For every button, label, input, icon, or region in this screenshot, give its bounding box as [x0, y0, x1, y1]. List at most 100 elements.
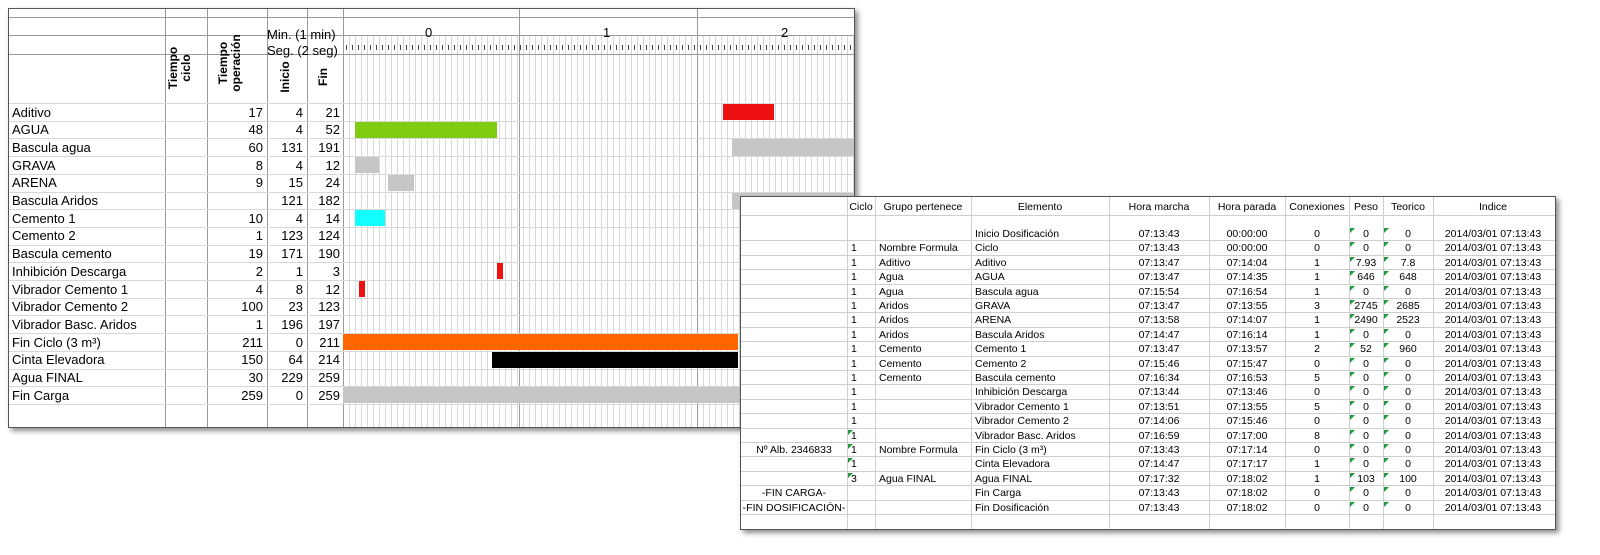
log-cell-indice: 2014/03/01 07:13:43	[1444, 372, 1542, 384]
grid-vline	[421, 35, 422, 427]
log-cell-teorico: 0	[1405, 372, 1411, 384]
row-hline	[9, 403, 854, 405]
log-cell-parada: 00:00:00	[1226, 228, 1268, 240]
second-tick	[772, 45, 773, 50]
row-hline	[9, 244, 854, 246]
gantt-spreadsheet[interactable]: Min. (1 min) Seg. (2 seg) 0 1 2 Tiempo c…	[8, 8, 855, 428]
log-cell-marcha: 07:13:43	[1138, 487, 1180, 500]
header-fin: Fin	[316, 68, 330, 86]
second-tick	[826, 45, 827, 50]
row-fin: 123	[318, 299, 340, 315]
grid-vline	[409, 35, 410, 427]
log-cell-peso: 2490	[1354, 314, 1378, 327]
second-tick	[706, 45, 707, 50]
log-cell-marcha: 07:16:34	[1138, 372, 1180, 384]
log-cell-ciclo: 1	[851, 343, 857, 356]
header-tiempo-ciclo: Tiempo ciclo	[166, 46, 193, 90]
log-cell-peso: 0	[1363, 415, 1369, 428]
log-cell-ciclo: 1	[851, 242, 857, 255]
second-tick	[670, 45, 671, 50]
log-cell-indice: 2014/03/01 07:13:43	[1444, 386, 1542, 399]
second-tick	[640, 45, 641, 50]
column-border	[697, 9, 698, 427]
log-cell-elemento: Vibrador Cemento 1	[975, 400, 1069, 413]
cell-flag-icon	[848, 458, 853, 464]
log-cell-teorico: 0	[1405, 386, 1411, 399]
log-cell-marcha: 07:13:47	[1138, 343, 1180, 356]
log-cell-marcha: 07:13:43	[1138, 228, 1180, 240]
row-tiempo-operacion: 19	[248, 246, 263, 262]
row-hline	[9, 315, 854, 317]
log-cell-ciclo: 1	[851, 285, 857, 298]
row-hline	[9, 156, 854, 158]
log-cell-parada: 07:14:35	[1226, 271, 1268, 284]
cell-flag-icon	[848, 429, 853, 435]
second-tick	[676, 45, 677, 50]
row-tiempo-operacion: 211	[242, 334, 263, 350]
grid-vline	[727, 35, 728, 427]
log-column-border	[1349, 197, 1350, 529]
log-cell-ciclo: 1	[851, 314, 857, 327]
log-cell-parada: 07:18:02	[1226, 487, 1268, 500]
log-cell-conexiones: 0	[1314, 228, 1320, 240]
cell-flag-icon	[1384, 242, 1389, 248]
log-cell-peso: 0	[1363, 285, 1369, 298]
second-tick	[586, 45, 587, 50]
second-tick	[472, 45, 473, 50]
grid-vline	[415, 35, 416, 427]
second-tick	[622, 45, 623, 50]
log-cell-grupo: Agua	[879, 271, 904, 284]
log-cell-elemento: Fin Dosificación	[975, 501, 1050, 514]
grid-vline	[601, 35, 602, 427]
log-cell-marcha: 07:13:47	[1138, 300, 1180, 312]
log-cell-elemento: ARENA	[975, 314, 1012, 327]
log-cell-parada: 07:16:54	[1226, 285, 1268, 298]
second-tick	[760, 45, 761, 50]
cell-flag-icon	[1350, 300, 1355, 305]
log-row-line	[741, 254, 1555, 256]
dosing-log-spreadsheet[interactable]: Ciclo Grupo pertenece Elemento Hora marcha H…	[740, 196, 1556, 530]
log-cell-marcha: 07:13:47	[1138, 271, 1180, 284]
grid-vline	[547, 35, 548, 427]
log-column-border	[1109, 197, 1110, 529]
log-cell-marcha: 07:15:46	[1138, 357, 1180, 370]
cell-flag-icon	[1384, 487, 1389, 493]
row-inicio: 229	[281, 370, 303, 385]
second-tick	[520, 45, 521, 50]
cell-flag-icon	[1384, 472, 1389, 478]
log-cell-ciclo: 1	[851, 429, 857, 442]
log-cell-elemento: Cemento 2	[975, 357, 1027, 370]
log-cell-teorico: 0	[1405, 444, 1411, 456]
row-name: Cemento 2	[12, 228, 76, 244]
log-cell-grupo: Aridos	[879, 300, 909, 312]
log-cell-parada: 07:17:00	[1226, 429, 1268, 442]
log-cell-indice: 2014/03/01 07:13:43	[1444, 343, 1542, 356]
row-name: AGUA	[12, 122, 49, 138]
grid-vline	[679, 35, 680, 427]
grid-vline	[643, 35, 644, 427]
cell-flag-icon	[1350, 242, 1355, 248]
log-header-cell: Teorico	[1391, 201, 1425, 213]
log-column-border	[875, 197, 876, 529]
grid-vline	[595, 35, 596, 427]
row-fin: 191	[318, 139, 340, 155]
log-cell-conexiones: 1	[1314, 285, 1320, 298]
log-cell-ciclo: 3	[851, 472, 857, 485]
gantt-bar	[354, 210, 385, 227]
row-hline	[9, 368, 854, 370]
header-hline	[9, 54, 854, 55]
log-cell-teorico: 0	[1405, 285, 1411, 298]
log-cell-ciclo: 1	[851, 372, 857, 384]
grid-vline	[361, 35, 362, 427]
second-tick	[550, 45, 551, 50]
second-tick	[652, 45, 653, 50]
log-cell-ciclo: 1	[851, 256, 857, 269]
row-tiempo-operacion: 1	[255, 228, 263, 244]
cell-flag-icon	[1384, 328, 1389, 334]
grid-vline	[517, 35, 518, 427]
log-cell-indice: 2014/03/01 07:13:43	[1444, 328, 1542, 341]
second-tick	[808, 45, 809, 50]
log-cell-parada: 07:14:04	[1226, 256, 1268, 269]
grid-vline	[511, 35, 512, 427]
log-row-line	[741, 384, 1555, 386]
